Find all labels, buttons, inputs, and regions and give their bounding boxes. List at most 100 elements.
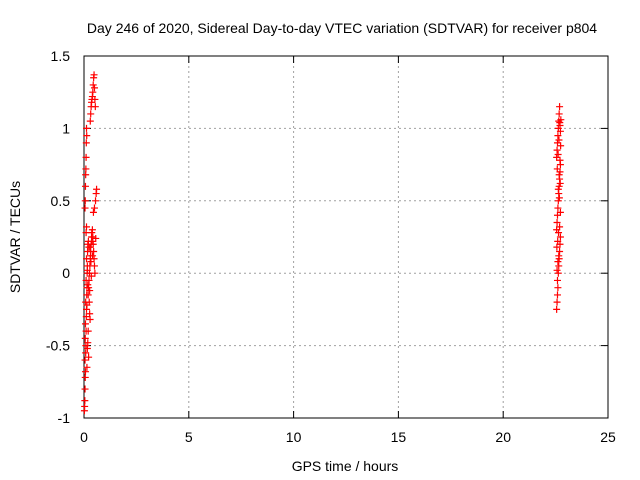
data-point — [554, 150, 562, 158]
data-point — [83, 223, 91, 231]
data-point — [554, 204, 562, 212]
data-point — [87, 272, 95, 280]
data-point — [83, 124, 91, 132]
data-point — [89, 233, 97, 241]
data-point — [90, 262, 98, 270]
data-point — [92, 197, 100, 205]
data-point — [556, 103, 564, 111]
data-point — [554, 132, 562, 140]
data-point — [83, 363, 91, 371]
x-axis-title: GPS time / hours — [292, 458, 399, 474]
data-point — [557, 116, 565, 124]
data-point — [81, 356, 89, 364]
data-point — [556, 156, 564, 164]
x-tick-label: 15 — [391, 429, 407, 445]
data-point — [556, 179, 564, 187]
data-point — [554, 284, 562, 292]
data-point — [84, 327, 92, 335]
data-point — [84, 281, 92, 289]
data-point — [553, 291, 561, 299]
data-point — [86, 117, 94, 125]
data-point — [81, 204, 89, 212]
x-tick-label: 10 — [286, 429, 302, 445]
data-point — [556, 127, 564, 135]
data-point — [84, 291, 92, 299]
data-point — [555, 262, 563, 270]
data-point — [81, 197, 89, 205]
data-point — [87, 110, 95, 118]
data-point — [85, 276, 93, 284]
data-point — [81, 334, 89, 342]
data-point — [553, 165, 561, 173]
data-point — [86, 287, 94, 295]
data-point — [557, 142, 565, 150]
data-point — [553, 276, 561, 284]
x-tick-label: 0 — [80, 429, 88, 445]
data-point — [555, 171, 563, 179]
data-point — [93, 185, 101, 193]
data-point — [91, 103, 99, 111]
data-point — [555, 136, 563, 144]
data-point — [555, 194, 563, 202]
data-point — [91, 269, 99, 277]
y-tick-label: 1.5 — [51, 48, 71, 64]
data-point — [91, 95, 99, 103]
data-point — [82, 165, 90, 173]
data-point — [89, 252, 97, 260]
data-point — [89, 88, 97, 96]
data-point — [81, 397, 89, 405]
data-point — [554, 237, 562, 245]
y-tick-label: 0 — [62, 265, 70, 281]
data-point — [82, 349, 90, 357]
data-point — [86, 316, 94, 324]
data-point — [556, 208, 564, 216]
data-point — [556, 233, 564, 241]
data-point — [555, 110, 563, 118]
data-point — [553, 298, 561, 306]
data-point — [81, 320, 89, 328]
grid-lines — [84, 56, 608, 418]
data-point — [82, 153, 90, 161]
data-point — [81, 368, 89, 376]
x-tick-label: 25 — [600, 429, 616, 445]
y-tick-label: -0.5 — [46, 338, 70, 354]
data-point — [554, 258, 562, 266]
x-axis: 0 5 10 15 20 25 — [80, 56, 616, 445]
data-point — [82, 139, 90, 147]
data-point — [555, 252, 563, 260]
data-point — [85, 243, 93, 251]
data-point — [90, 71, 98, 79]
x-tick-label: 20 — [495, 429, 511, 445]
x-tick-label: 5 — [185, 429, 193, 445]
data-point — [553, 219, 561, 227]
y-tick-label: -1 — [58, 410, 71, 426]
data-point — [88, 229, 96, 237]
data-point — [83, 344, 91, 352]
data-point — [85, 353, 93, 361]
data-point — [553, 305, 561, 313]
data-point — [83, 132, 91, 140]
data-point — [90, 204, 98, 212]
data-point — [92, 234, 100, 242]
data-point — [553, 266, 561, 274]
data-point — [556, 247, 564, 255]
data-point — [81, 182, 89, 190]
data-points — [80, 71, 565, 415]
chart-title: Day 246 of 2020, Sidereal Day-to-day VTE… — [87, 20, 597, 36]
data-point — [553, 243, 561, 251]
y-axis: -1 -0.5 0 0.5 1 1.5 — [46, 48, 608, 426]
data-point — [83, 301, 91, 309]
data-point — [90, 84, 98, 92]
data-point — [554, 185, 562, 193]
data-point — [553, 146, 561, 154]
data-point — [89, 208, 97, 216]
y-tick-label: 0.5 — [51, 193, 71, 209]
data-point — [90, 247, 98, 255]
data-point — [555, 229, 563, 237]
data-point — [556, 223, 564, 231]
y-tick-label: 1 — [62, 120, 70, 136]
y-axis-title: SDTVAR / TECUs — [7, 181, 23, 293]
data-point — [83, 266, 91, 274]
plot-frame — [83, 55, 609, 419]
